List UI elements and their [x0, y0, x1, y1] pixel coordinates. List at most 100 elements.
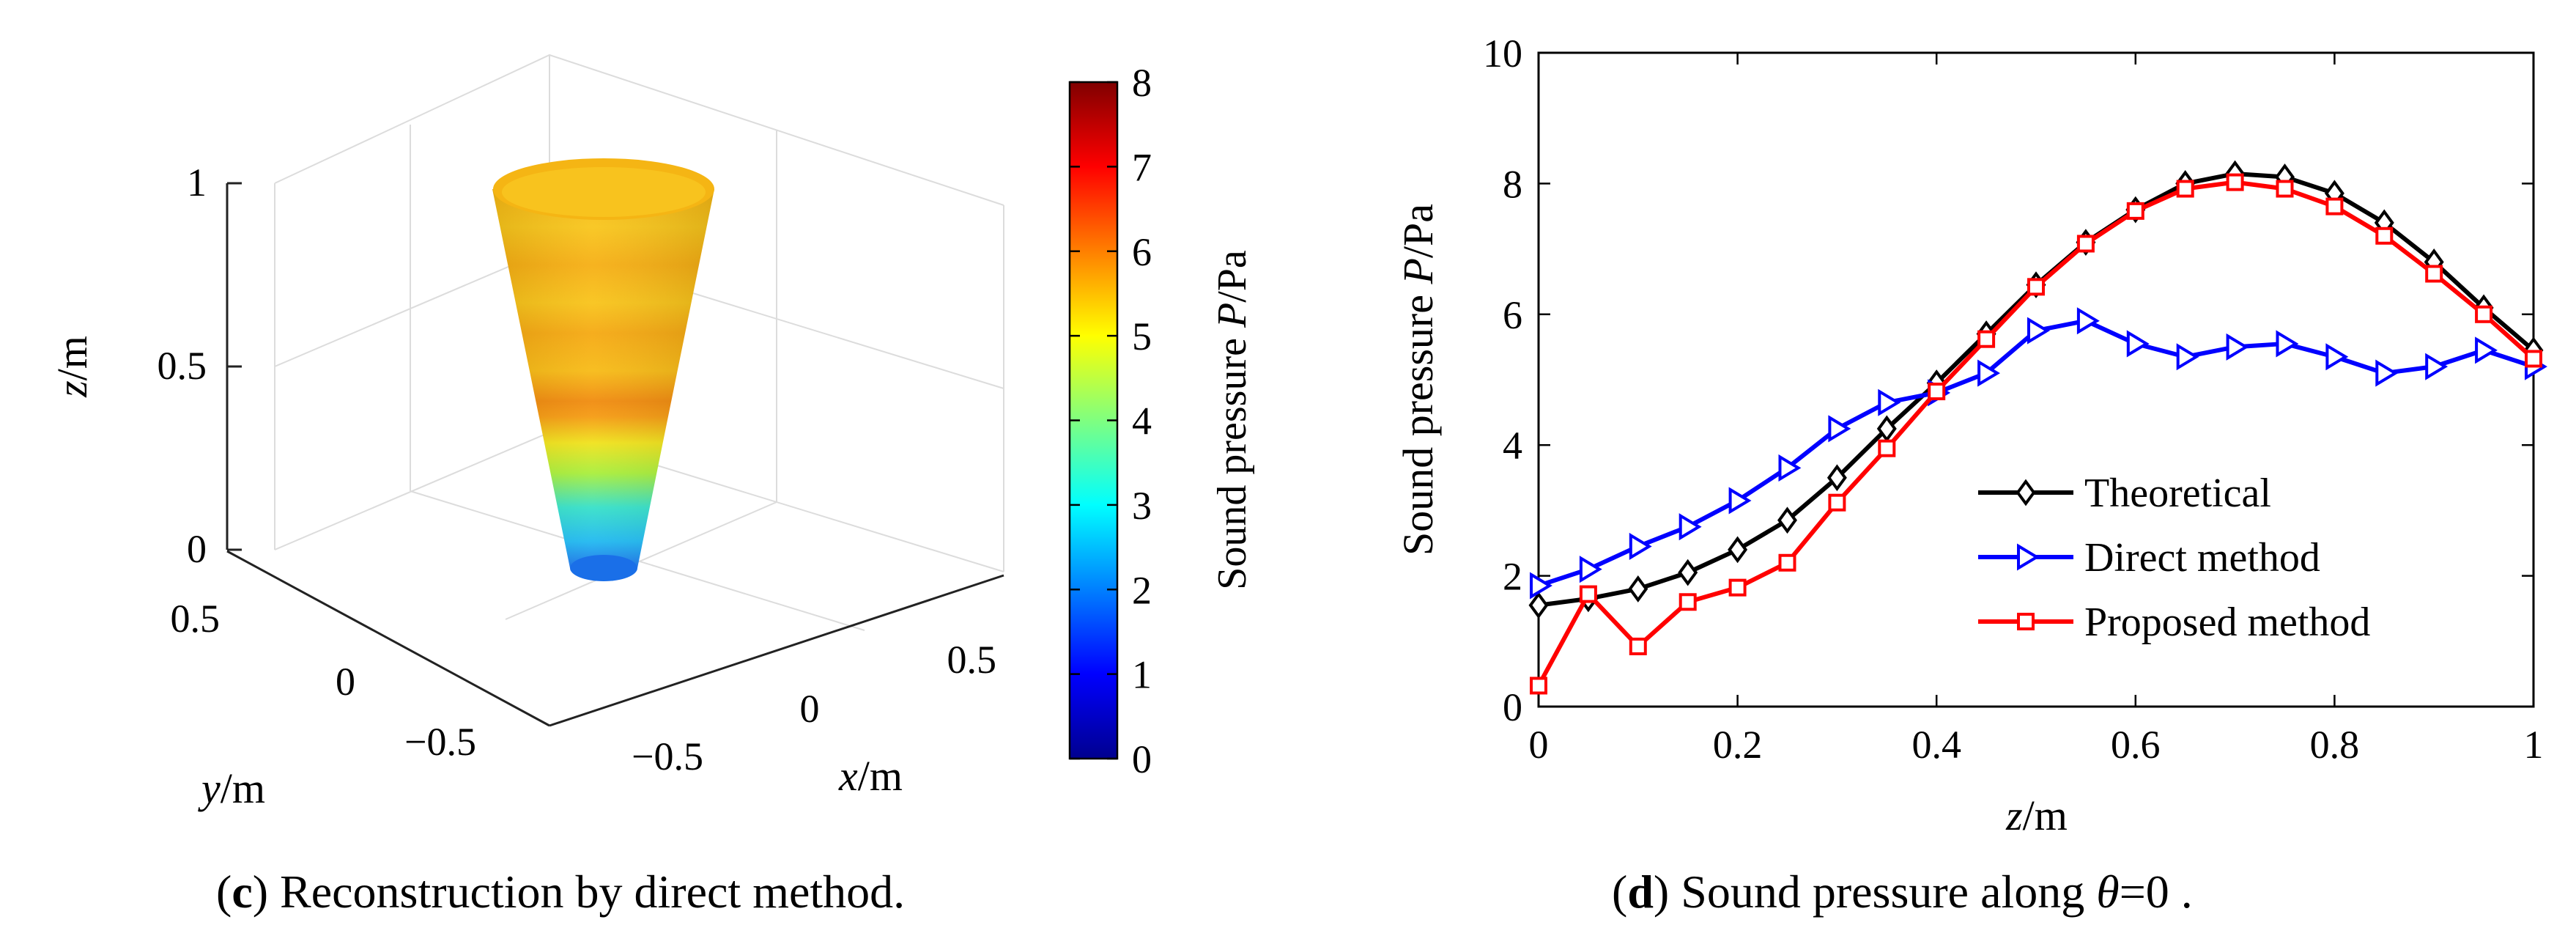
data-point — [1530, 572, 1552, 600]
x-tick-label: 0 — [800, 687, 820, 731]
colorbar-tick-label: 2 — [1132, 568, 1152, 612]
data-point — [2475, 305, 2493, 323]
series-direct-method — [1530, 307, 2547, 600]
x-tick-label: −0.5 — [632, 734, 703, 778]
cone-surface — [492, 158, 714, 581]
x-tick-label: 0.4 — [1911, 723, 1961, 767]
x-tick-label: 0.2 — [1713, 723, 1763, 767]
data-point — [1928, 383, 1946, 401]
x-tick-label: 0 — [1529, 723, 1549, 767]
data-point — [2276, 330, 2299, 358]
chart-legend: Theoretical Direct method Proposed method — [1978, 471, 2370, 645]
y-tick-label: 2 — [1503, 555, 1522, 599]
data-point — [1777, 506, 1797, 534]
colorbar-tick-label: 4 — [1132, 399, 1152, 443]
data-point — [1728, 487, 1752, 515]
series-line — [1538, 318, 2534, 588]
data-point — [1629, 532, 1652, 560]
data-point — [2375, 359, 2399, 387]
data-point — [1728, 578, 1747, 597]
x-tick-label: 0.8 — [2310, 723, 2360, 767]
z-tick-label: 0.5 — [158, 344, 207, 388]
data-point — [2027, 317, 2050, 344]
data-point — [2126, 202, 2144, 220]
left-panel-3d: 1 0.5 0 z/m 0.5 0 −0.5 −0.5 0 0.5 y/m x/… — [48, 54, 1255, 812]
data-point — [2525, 350, 2542, 368]
data-point — [1878, 439, 1896, 457]
y-tick-label: 0 — [1503, 685, 1522, 729]
colorbar-ticks: 0 1 2 3 4 5 6 7 8 — [1070, 61, 1152, 781]
data-point — [1977, 359, 2000, 387]
colorbar-tick-label: 7 — [1132, 145, 1152, 189]
colorbar-tick-label: 0 — [1132, 737, 1152, 781]
data-point — [2126, 330, 2150, 358]
colorbar-tick-label: 3 — [1132, 484, 1152, 528]
caption-left: (c) Reconstruction by direct method. — [216, 866, 906, 918]
z-tick-label: 0 — [187, 527, 207, 571]
colorbar-label: Sound pressure P/Pa — [1210, 250, 1255, 590]
x-tick-label: 0.5 — [947, 638, 997, 682]
legend-marker — [2016, 479, 2036, 506]
box-axes — [226, 182, 1004, 727]
data-point — [2375, 226, 2394, 245]
data-point — [1679, 593, 1697, 611]
legend-marker — [2017, 543, 2040, 571]
data-point — [1678, 559, 1698, 586]
chart-series — [1528, 160, 2547, 695]
right-panel-line-chart: 0 2 4 6 8 10 0 0.2 0.4 0.6 0.8 1 Theoretical Direct … — [1394, 32, 2547, 839]
colorbar-tick-label: 8 — [1132, 61, 1152, 105]
legend-label: Direct method — [2084, 535, 2320, 581]
colorbar-tick-label: 1 — [1132, 653, 1152, 697]
data-point — [1530, 677, 1547, 695]
z-tick-label: 1 — [187, 161, 207, 204]
data-point — [1679, 513, 1702, 541]
y-tick-label: 0.5 — [171, 597, 221, 641]
legend-label: Proposed method — [2084, 600, 2370, 645]
data-point — [1828, 493, 1846, 512]
data-point — [1579, 556, 1602, 583]
data-point — [1977, 330, 1996, 348]
data-point — [2176, 180, 2194, 198]
data-point — [1728, 536, 1748, 564]
chart-x-axis-label: z/m — [2005, 792, 2068, 839]
chart-y-axis-label: Sound pressure P/Pa — [1394, 204, 1442, 556]
data-point — [2425, 353, 2449, 380]
data-point — [1628, 575, 1648, 603]
data-point — [2325, 343, 2349, 371]
data-point — [1828, 415, 1851, 443]
data-point — [1629, 637, 1647, 655]
data-point — [1826, 464, 1847, 492]
legend-marker — [2017, 613, 2035, 630]
legend-label: Theoretical — [2084, 471, 2271, 516]
y-tick-label: 6 — [1503, 293, 1522, 337]
colorbar: 0 1 2 3 4 5 6 7 8 Sound pressure P/Pa — [1068, 61, 1255, 781]
data-point — [2226, 173, 2244, 191]
y-tick-label: −0.5 — [404, 720, 476, 764]
data-point — [1579, 585, 1597, 603]
data-point — [2076, 235, 2095, 253]
y-axis-label: y/m — [198, 764, 265, 812]
data-point — [1778, 553, 1796, 572]
data-point — [2325, 197, 2344, 215]
y-tick-label: 0 — [336, 660, 355, 704]
y-tick-label: 4 — [1503, 424, 1522, 468]
data-point — [1778, 454, 1802, 482]
x-axis-label: x/m — [838, 752, 903, 800]
caption-right: (d) Sound pressure along θ=0 . — [1612, 866, 2193, 918]
x-tick-label: 0.6 — [2111, 723, 2161, 767]
chart-axes: 0 2 4 6 8 10 0 0.2 0.4 0.6 0.8 1 — [1483, 32, 2544, 767]
series-proposed-method — [1530, 173, 2542, 695]
data-point — [2226, 333, 2249, 361]
x-tick-label: 1 — [2524, 723, 2544, 767]
plot-frame — [1537, 51, 2535, 708]
colorbar-tick-label: 5 — [1132, 314, 1152, 358]
data-point — [1528, 592, 1549, 619]
data-point — [2425, 265, 2443, 283]
colorbar-tick-label: 6 — [1132, 230, 1152, 274]
z-axis-label: z/m — [48, 336, 96, 398]
data-point — [2276, 180, 2294, 198]
y-tick-label: 10 — [1483, 32, 1522, 75]
data-point — [2076, 307, 2100, 335]
y-tick-label: 8 — [1503, 162, 1522, 206]
